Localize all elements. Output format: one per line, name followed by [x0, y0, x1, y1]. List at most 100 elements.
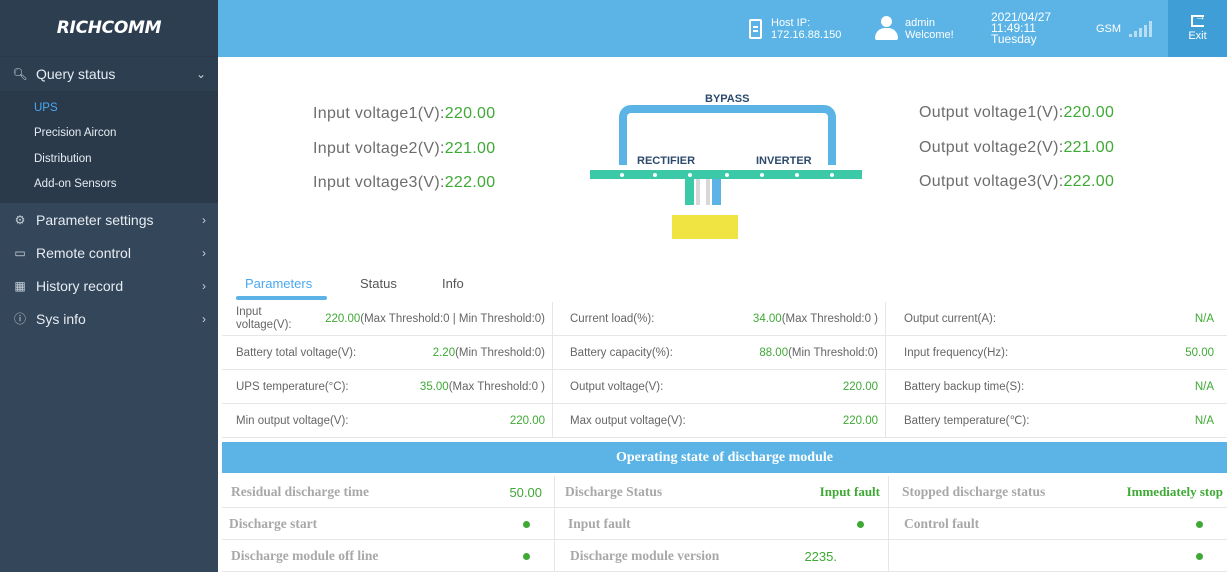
discharge-cell: Discharge module off line [222, 540, 555, 572]
gear-icon: ⚙ [14, 212, 26, 227]
input-voltage-3-label: Input voltage3(V): [313, 174, 445, 191]
monitor-icon: ▭ [14, 245, 26, 260]
sidebar-item-remote-control[interactable]: ▭ Remote control › [0, 236, 218, 269]
table-row: Discharge module off line Discharge modu… [222, 540, 1227, 572]
weekday-text: Tuesday [991, 32, 1037, 46]
chevron-right-icon: › [202, 278, 206, 293]
parameters-table: Input voltage(V): 220.00(Max Threshold:0… [222, 302, 1227, 438]
discharge-cell: Input fault [556, 508, 889, 540]
param-value: 34.00(Max Threshold:0 ) [752, 313, 878, 325]
link-gap [706, 179, 710, 205]
brand-logo: RICHCOMM [0, 0, 218, 57]
status-dot-indicator [523, 520, 530, 528]
table-row: Discharge start Input fault Control faul… [222, 508, 1227, 540]
discharge-value: Input fault [819, 484, 880, 499]
output-voltage-3-label: Output voltage3(V): [919, 173, 1064, 190]
sidebar-subitem-precision-aircon[interactable]: Precision Aircon [34, 127, 117, 140]
sidebar-subitem-distribution[interactable]: Distribution [34, 152, 92, 165]
param-value: N/A [1194, 313, 1214, 325]
sidebar-item-history-record[interactable]: ▦ History record › [0, 269, 218, 302]
input-voltage-1-label: Input voltage1(V): [313, 105, 445, 122]
discharge-section-title: Operating state of discharge module [616, 449, 833, 465]
rectifier-link [685, 179, 694, 205]
output-voltage-1-label: Output voltage1(V): [919, 104, 1064, 121]
param-cell: UPS temperature(°C): 35.00(Max Threshold… [222, 370, 553, 404]
sidebar-item-parameter-settings[interactable]: ⚙ Parameter settings › [0, 203, 218, 236]
discharge-label: Discharge module version [570, 548, 720, 563]
table-row: Residual discharge time 50.00 Discharge … [222, 476, 1227, 508]
brand-logo-text: RICHCOMM [56, 18, 162, 38]
param-value: 50.00 [1185, 347, 1214, 359]
param-cell: Input frequency(Hz): 50.00 [890, 336, 1227, 370]
discharge-label: Discharge Status [565, 484, 663, 499]
status-dot-indicator [523, 552, 530, 560]
output-voltage-1: Output voltage1(V):220.00 [919, 104, 1114, 122]
sidebar: RICHCOMM 🔍︎ Query status ⌄ UPS Precision… [0, 0, 218, 572]
discharge-cell: Discharge Status Input fault [556, 476, 889, 508]
table-row: Min output voltage(V): 220.00 Max output… [222, 404, 1227, 438]
param-cell: Output current(A): N/A [890, 302, 1227, 336]
host-label: Host IP: [771, 16, 811, 29]
discharge-cell: Residual discharge time 50.00 [222, 476, 555, 508]
param-label: Current load(%): [570, 312, 655, 325]
sidebar-subitem-ups[interactable]: UPS [34, 101, 58, 114]
param-cell: Battery backup time(S): N/A [890, 370, 1227, 404]
tab-parameters[interactable]: Parameters [245, 276, 313, 291]
param-label: Battery backup time(S): [904, 380, 1025, 393]
sidebar-item-query-status[interactable]: 🔍︎ Query status ⌄ [0, 57, 218, 91]
param-cell: Min output voltage(V): 220.00 [222, 404, 553, 438]
chevron-right-icon: › [202, 212, 206, 227]
gsm-label: GSM [1096, 22, 1122, 35]
exit-icon [1191, 11, 1206, 27]
param-cell: Battery temperature(℃): N/A [890, 404, 1227, 438]
signal-bars-icon [1129, 20, 1153, 37]
bypass-line [619, 105, 836, 165]
status-dot-indicator [1196, 520, 1203, 528]
discharge-label: Input fault [568, 516, 631, 531]
param-label: Output current(A): [904, 312, 997, 325]
param-cell: Output voltage(V): 220.00 [556, 370, 886, 404]
param-value: 220.00(Max Threshold:0 | Min Threshold:0… [325, 313, 545, 325]
discharge-section-header: Operating state of discharge module [222, 442, 1227, 473]
param-cell: Battery total voltage(V): 2.20(Min Thres… [222, 336, 553, 370]
input-voltage-1-value: 220.00 [444, 105, 496, 122]
discharge-cell [890, 540, 1227, 572]
document-icon [749, 18, 762, 39]
param-value: 220.00 [842, 415, 878, 427]
output-voltage-1-value: 220.00 [1063, 104, 1115, 121]
host-info: Host IP: 172.16.88.150 [749, 0, 841, 57]
link-gap [696, 179, 700, 205]
discharge-label: Control fault [904, 516, 980, 531]
param-value: 2.20(Min Threshold:0) [432, 347, 545, 359]
host-ip: 172.16.88.150 [771, 28, 842, 41]
table-row: UPS temperature(°C): 35.00(Max Threshold… [222, 370, 1227, 404]
output-voltage-2-label: Output voltage2(V): [919, 139, 1064, 156]
param-value: 220.00 [509, 415, 545, 427]
param-value: 88.00(Min Threshold:0) [759, 347, 878, 359]
sidebar-item-sys-info[interactable]: ⓘ Sys info › [0, 302, 218, 335]
sidebar-item-label: Remote control [36, 244, 131, 261]
output-voltage-3-value: 222.00 [1063, 173, 1115, 190]
discharge-value: Immediately stop [1126, 484, 1223, 499]
input-voltage-1: Input voltage1(V):220.00 [313, 105, 495, 123]
table-row: Battery total voltage(V): 2.20(Min Thres… [222, 336, 1227, 370]
calendar-icon: ▦ [14, 278, 26, 293]
exit-button[interactable]: Exit [1168, 0, 1227, 57]
sidebar-menu: 🔍︎ Query status ⌄ UPS Precision Aircon D… [0, 57, 218, 335]
tab-info[interactable]: Info [442, 276, 464, 291]
active-tab-indicator [236, 296, 327, 300]
discharge-label: Residual discharge time [231, 484, 369, 499]
param-label: UPS temperature(°C): [236, 380, 349, 393]
discharge-label: Stopped discharge status [902, 484, 1046, 499]
tab-status[interactable]: Status [360, 276, 397, 291]
status-dot-indicator [1196, 552, 1203, 560]
discharge-cell: Discharge start [222, 508, 555, 540]
sidebar-item-label: History record [36, 277, 124, 294]
param-value: N/A [1194, 415, 1214, 427]
ups-flow-diagram: BYPASS RECTIFIER INVERTER [590, 90, 865, 245]
sidebar-subitem-add-on-sensors[interactable]: Add-on Sensors [34, 178, 117, 191]
info-icon: ⓘ [13, 312, 26, 326]
input-voltage-2-value: 221.00 [444, 140, 496, 157]
input-voltage-2: Input voltage2(V):221.00 [313, 140, 495, 158]
